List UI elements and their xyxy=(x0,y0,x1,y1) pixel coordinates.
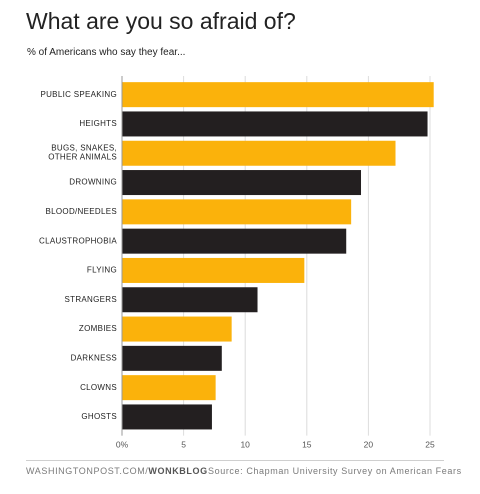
x-tick-label-4: 20 xyxy=(364,440,374,450)
category-label-1: HEIGHTS xyxy=(79,119,117,128)
footer-brand: WONKBLOG xyxy=(148,466,208,476)
category-label-9: DARKNESS xyxy=(71,353,117,362)
category-label-8: ZOMBIES xyxy=(79,324,117,333)
x-tick-label-3: 15 xyxy=(302,440,312,450)
category-label-0: PUBLIC SPEAKING xyxy=(40,90,117,99)
x-tick-label-2: 10 xyxy=(240,440,250,450)
bar-2 xyxy=(122,140,396,166)
bar-8 xyxy=(122,316,232,342)
bar-3 xyxy=(122,170,362,196)
bar-6 xyxy=(122,257,305,283)
category-label-11: GHOSTS xyxy=(81,412,117,421)
chart-title: What are you so afraid of? xyxy=(26,8,296,34)
bar-0 xyxy=(122,82,434,108)
chart-subtitle: % of Americans who say they fear... xyxy=(27,47,186,58)
x-tick-label-0: 0% xyxy=(116,440,129,450)
bar-4 xyxy=(122,199,352,225)
category-label-6: FLYING xyxy=(87,266,117,275)
category-label-3: DROWNING xyxy=(69,178,117,187)
category-label-4: BLOOD/NEEDLES xyxy=(46,207,117,216)
bar-7 xyxy=(122,287,258,313)
x-tick-label-5: 25 xyxy=(425,440,435,450)
category-label-2: BUGS, SNAKES, OTHER ANIMALS xyxy=(48,143,117,161)
bar-5 xyxy=(122,228,347,254)
footer-site: WASHINGTONPOST.COM/ xyxy=(26,466,149,476)
category-label-line: OTHER ANIMALS xyxy=(48,152,117,161)
x-tick-label-1: 5 xyxy=(181,440,186,450)
category-label-5: CLAUSTROPHOBIA xyxy=(39,236,117,245)
bar-10 xyxy=(122,375,216,401)
category-label-10: CLOWNS xyxy=(80,383,117,392)
footer-credit: WASHINGTONPOST.COM/WONKBLOG xyxy=(26,466,208,476)
bar-chart: PUBLIC SPEAKING HEIGHTS BUGS, SNAKES, OTHER… xyxy=(39,76,435,450)
bar-11 xyxy=(122,404,212,430)
bar-1 xyxy=(122,111,428,137)
footer-source: Source: Chapman University Survey on Ame… xyxy=(208,466,462,476)
bar-9 xyxy=(122,345,222,371)
footer-divider xyxy=(26,460,444,461)
category-label-line: BUGS, SNAKES, xyxy=(51,143,117,152)
category-label-7: STRANGERS xyxy=(65,295,118,304)
